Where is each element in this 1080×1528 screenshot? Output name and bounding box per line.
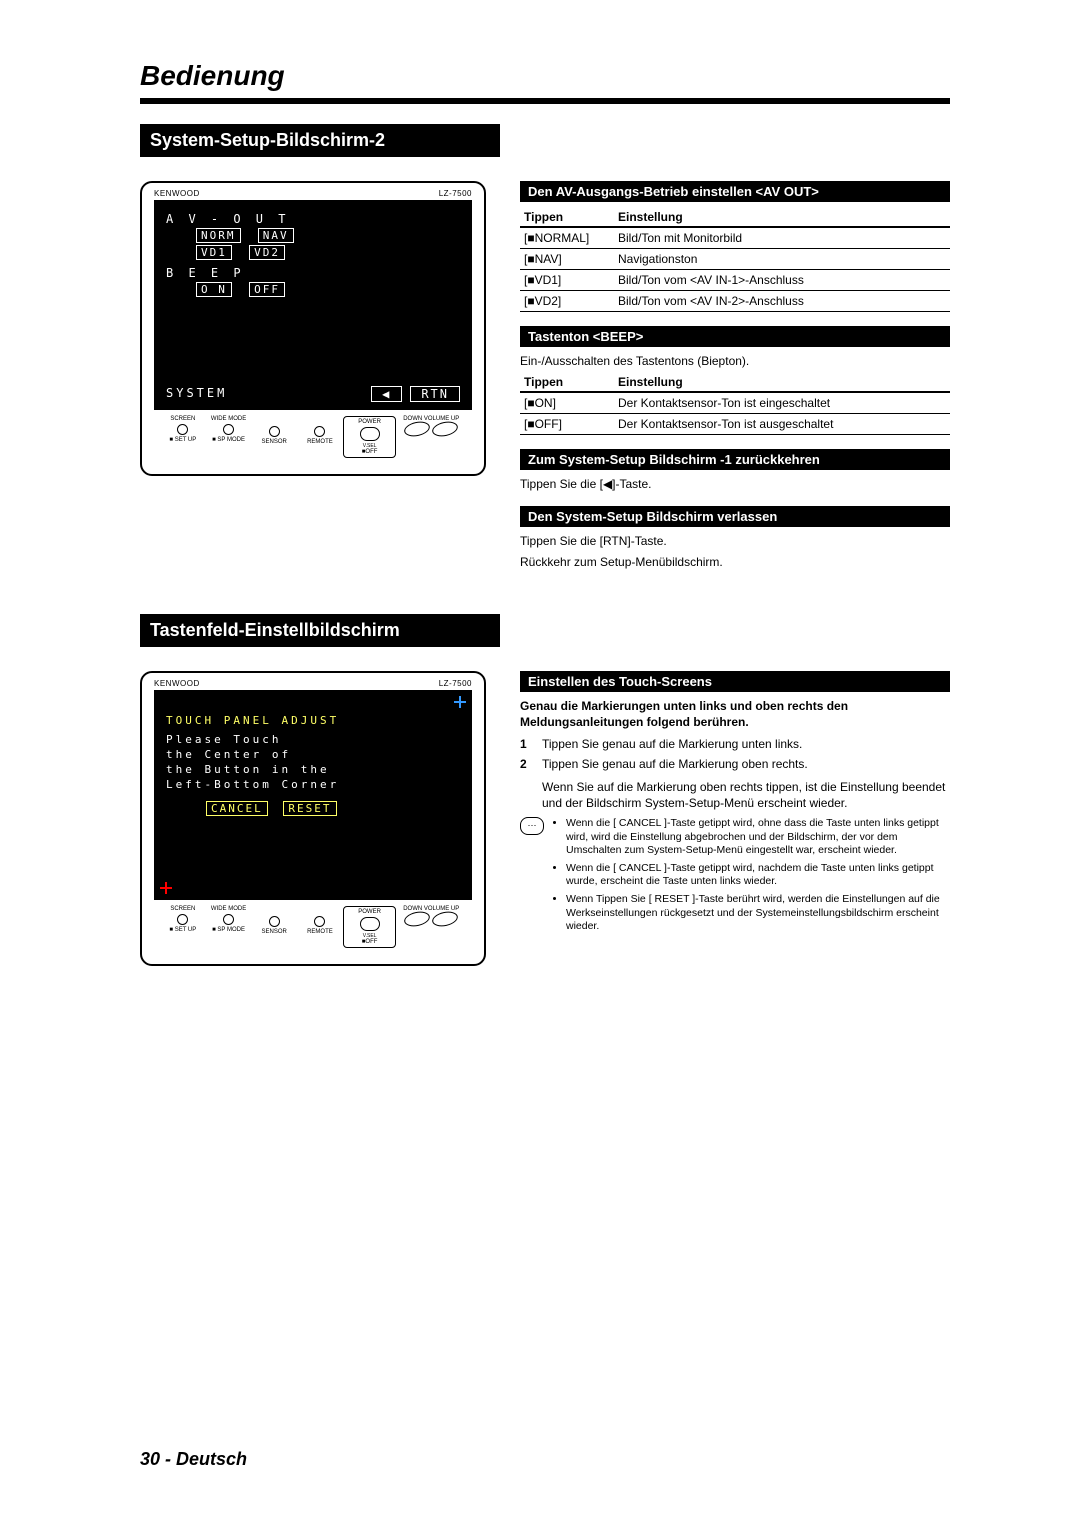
device-2: WIDE TFT COLOR DISPLAY KENWOOD LZ-7500 T… (140, 671, 486, 966)
section-1-title: System-Setup-Bildschirm-2 (140, 124, 500, 157)
device-1-screen: A V - O U T NORM NAV VD1 VD2 B E E P O N… (154, 200, 472, 410)
ctrl-screen: SCREEN (170, 416, 195, 422)
th-einstellung: Einstellung (614, 208, 950, 227)
note-icon: ⋯ (520, 817, 544, 835)
touch-msg2: the Center of (166, 748, 460, 761)
sub-leave-title: Den System-Setup Bildschirm verlassen (520, 506, 950, 527)
device2-model: LZ-7500 (439, 679, 472, 688)
ctrl-setup: ■ SET UP (169, 437, 196, 443)
touch-bold-instr: Genau die Markierungen unten links und o… (520, 698, 950, 730)
sub-leave-text2: Rückkehr zum Setup-Menübildschirm. (520, 554, 950, 570)
device2-side-label: WIDE TFT COLOR DISPLAY (0, 50, 2, 139)
table-avout: TippenEinstellung [■NORMAL]Bild/Ton mit … (520, 208, 950, 312)
touch-target-tr[interactable] (454, 696, 466, 708)
device-brand: KENWOOD (154, 189, 200, 198)
sub-back-title: Zum System-Setup Bildschirm -1 zurückkeh… (520, 449, 950, 470)
section-2-title: Tastenfeld-Einstellbildschirm (140, 614, 500, 647)
device-1: WIDE TFT COLOR DISPLAY KENWOOD LZ-7500 A… (140, 181, 486, 476)
device-controls: SCREEN ■ SET UP WIDE MODE ■ SP MODE SENSOR… (154, 416, 472, 468)
th-tippen: Tippen (520, 208, 614, 227)
ctrl-remote: REMOTE (307, 439, 333, 445)
screen-btn-norm[interactable]: NORM (196, 228, 241, 243)
sub-touch-title: Einstellen des Touch-Screens (520, 671, 950, 692)
device2-controls: SCREEN■ SET UP WIDE MODE■ SP MODE SENSOR… (154, 906, 472, 958)
touch-note-1: Wenn die [ CANCEL ]-Taste getippt wird, … (566, 817, 950, 858)
screen-back-btn[interactable]: ◀ (371, 386, 402, 402)
ctrl-power[interactable]: POWERV.SEL■OFF (343, 416, 397, 458)
sub-beep-title: Tastenton <BEEP> (520, 326, 950, 347)
device-model: LZ-7500 (439, 189, 472, 198)
touch-msg4: Left-Bottom Corner (166, 778, 460, 791)
table-row: [■ON]Der Kontaktsensor-Ton ist eingescha… (520, 392, 950, 414)
screen-btn-off[interactable]: OFF (249, 282, 285, 297)
screen-bottom-system: SYSTEM (166, 386, 227, 402)
sub-avout-title: Den AV-Ausgangs-Betrieb einstellen <AV O… (520, 181, 950, 202)
title-rule (140, 98, 950, 104)
screen-rtn-btn[interactable]: RTN (410, 386, 460, 402)
screen-btn-on[interactable]: O N (196, 282, 232, 297)
screen-beep-label: B E E P (166, 266, 460, 280)
touch-target-bl[interactable] (160, 882, 172, 894)
touch-steps: 1Tippen Sie genau auf die Markierung unt… (520, 736, 950, 772)
ctrl-wide: WIDE MODE (211, 416, 246, 422)
touch-title: TOUCH PANEL ADJUST (166, 714, 460, 727)
sub-back-text: Tippen Sie die [◀]-Taste. (520, 476, 950, 492)
screen-btn-nav[interactable]: NAV (258, 228, 294, 243)
ctrl-spmode: ■ SP MODE (212, 437, 245, 443)
device-2-screen: TOUCH PANEL ADJUST Please Touch the Cent… (154, 690, 472, 900)
touch-para: Wenn Sie auf die Markierung oben rechts … (542, 779, 950, 811)
page-footer: 30 - Deutsch (140, 1449, 247, 1470)
screen-avout-label: A V - O U T (166, 212, 460, 226)
table-beep: TippenEinstellung [■ON]Der Kontaktsensor… (520, 373, 950, 435)
touch-note-3: Wenn Tippen Sie [ RESET ]-Taste berührt … (566, 893, 950, 934)
ctrl-sensor: SENSOR (262, 439, 287, 445)
touch-step-1: Tippen Sie genau auf die Markierung unte… (542, 736, 802, 752)
touch-cancel-btn[interactable]: CANCEL (206, 801, 268, 816)
screen-btn-vd2[interactable]: VD2 (249, 245, 285, 260)
beep-intro: Ein-/Ausschalten des Tastentons (Biepton… (520, 353, 950, 369)
ctrl-vol-left[interactable] (403, 419, 431, 438)
touch-notes: Wenn die [ CANCEL ]-Taste getippt wird, … (552, 817, 950, 938)
touch-step-2: Tippen Sie genau auf die Markierung oben… (542, 756, 808, 772)
touch-note-2: Wenn die [ CANCEL ]-Taste getippt wird, … (566, 862, 950, 889)
page-title: Bedienung (140, 60, 950, 92)
screen-btn-vd1[interactable]: VD1 (196, 245, 232, 260)
table-row: [■NAV]Navigationston (520, 249, 950, 270)
table-row: [■NORMAL]Bild/Ton mit Monitorbild (520, 227, 950, 249)
device2-brand: KENWOOD (154, 679, 200, 688)
sub-leave-text1: Tippen Sie die [RTN]-Taste. (520, 533, 950, 549)
touch-msg1: Please Touch (166, 733, 460, 746)
table-row: [■OFF]Der Kontaktsensor-Ton ist ausgesch… (520, 414, 950, 435)
touch-msg3: the Button in the (166, 763, 460, 776)
ctrl-vol-right[interactable] (431, 419, 459, 438)
touch-reset-btn[interactable]: RESET (283, 801, 336, 816)
table-row: [■VD2]Bild/Ton vom <AV IN-2>-Anschluss (520, 291, 950, 312)
table-row: [■VD1]Bild/Ton vom <AV IN-1>-Anschluss (520, 270, 950, 291)
